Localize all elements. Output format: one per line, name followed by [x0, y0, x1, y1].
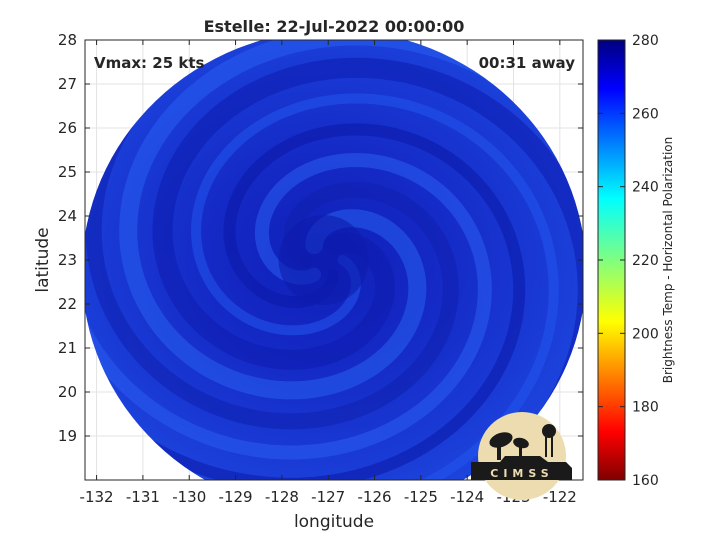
- colorbar-label: Brightness Temp - Horizontal Polarizatio…: [661, 137, 675, 384]
- y-tick-label: 28: [58, 31, 77, 49]
- x-tick-label: -129: [219, 488, 253, 506]
- vmax-annotation: Vmax: 25 kts: [94, 54, 204, 72]
- x-tick-label: -124: [450, 488, 484, 506]
- cimss-logo: CIMSS: [471, 412, 572, 500]
- x-tick-label: -128: [265, 488, 299, 506]
- y-tick-label: 25: [58, 163, 77, 181]
- y-tick-label: 24: [58, 207, 77, 225]
- colorbar-tick-label: 260: [632, 106, 659, 122]
- y-tick-label: 27: [58, 75, 77, 93]
- spiral-band: [85, 123, 526, 480]
- logo-text: CIMSS: [490, 467, 553, 480]
- colorbar-tick-label: 280: [632, 33, 659, 49]
- x-axis-label: longitude: [294, 512, 374, 532]
- y-tick-label: 26: [58, 119, 77, 137]
- spiral-band: [119, 40, 583, 400]
- colorbar-tick-label: 240: [632, 180, 659, 196]
- x-tick-label: -126: [358, 488, 392, 506]
- chart-title: Estelle: 22-Jul-2022 00:00:00: [204, 17, 465, 36]
- storm-core: [278, 215, 369, 305]
- x-tick-label: -127: [311, 488, 345, 506]
- colorbar-tick-label: 220: [632, 253, 659, 269]
- x-tick-label: -125: [404, 488, 438, 506]
- y-tick-label: 22: [58, 295, 77, 313]
- colorbar-tick-label: 200: [632, 326, 659, 342]
- colorbar-ticks: 160 180 200 220 240 260 280: [598, 33, 659, 489]
- spiral-band: [163, 93, 559, 480]
- axis-ticks: -132-131-130-129-128-127-126-125-124-123…: [58, 31, 583, 506]
- y-tick-label: 23: [58, 251, 77, 269]
- y-tick-label: 21: [58, 339, 77, 357]
- colorbar-tick-label: 180: [632, 400, 659, 416]
- spiral-band: [152, 57, 583, 480]
- colorbar-tick-label: 160: [632, 473, 659, 489]
- x-tick-label: -122: [543, 488, 577, 506]
- time-offset-annotation: 00:31 away: [479, 54, 576, 72]
- y-tick-label: 20: [58, 383, 77, 401]
- x-tick-label: -131: [126, 488, 160, 506]
- y-tick-label: 19: [58, 427, 77, 445]
- y-axis-label: latitude: [33, 227, 53, 292]
- x-tick-label: -132: [80, 488, 114, 506]
- x-tick-label: -130: [172, 488, 206, 506]
